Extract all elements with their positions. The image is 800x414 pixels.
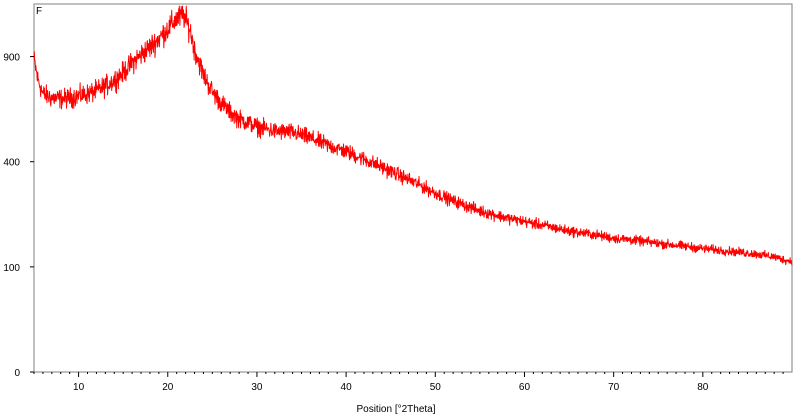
x-tick-label: 70 [608, 382, 620, 393]
panel-letter: F [36, 6, 42, 17]
x-axis-title: Position [°2Theta] [356, 404, 435, 414]
x-tick-label: 10 [73, 382, 85, 393]
x-tick-label: 80 [697, 382, 709, 393]
x-tick-label: 60 [519, 382, 531, 393]
plot-area-frame [33, 3, 793, 373]
y-tick-label: 100 [3, 263, 20, 274]
x-tick-label: 20 [162, 382, 174, 393]
series-trace [33, 5, 793, 266]
x-axis: 10 20 30 40 50 60 70 80 [33, 372, 784, 393]
x-tick-label: 30 [251, 382, 263, 393]
y-axis: 0 100 400 900 [3, 53, 34, 379]
x-tick-label: 50 [430, 382, 442, 393]
y-tick-label: 0 [14, 368, 20, 379]
x-tick-label: 40 [341, 382, 353, 393]
y-tick-label: 400 [3, 158, 20, 169]
y-tick-label: 900 [3, 53, 20, 64]
